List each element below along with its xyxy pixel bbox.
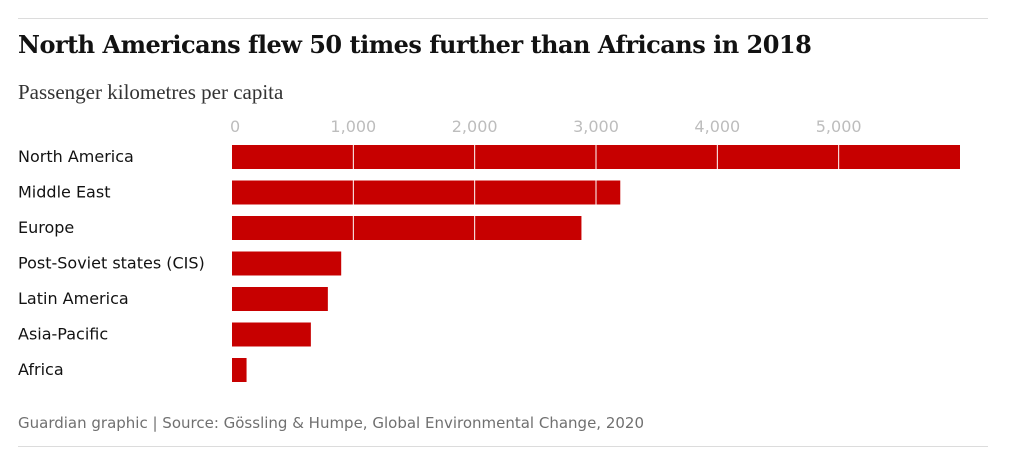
- category-label: Europe: [18, 218, 74, 237]
- bar: [232, 216, 582, 240]
- gridlines: [352, 143, 840, 384]
- bottom-rule: [18, 446, 988, 447]
- x-tick-label: 4,000: [694, 117, 740, 136]
- x-axis-ticks: 0 1,000 2,000 3,000 4,000 5,000: [230, 117, 862, 136]
- bar: [232, 358, 247, 382]
- bar: [232, 251, 342, 276]
- category-label: Asia-Pacific: [18, 325, 108, 344]
- category-label: Latin America: [18, 289, 129, 308]
- category-label: North America: [18, 147, 134, 166]
- bar: [232, 287, 328, 311]
- x-tick-label: 2,000: [452, 117, 498, 136]
- category-labels: North America Middle East Europe Post-Sovie…: [18, 147, 205, 379]
- category-label: Africa: [18, 360, 64, 379]
- category-label: Post-Soviet states (CIS): [18, 254, 205, 273]
- x-tick-label: 1,000: [330, 117, 376, 136]
- source-note: Guardian graphic | Source: Gössling & Hu…: [18, 414, 645, 432]
- chart-subtitle: Passenger kilometres per capita: [18, 80, 284, 104]
- x-tick-label: 3,000: [573, 117, 619, 136]
- top-rule: [18, 18, 988, 19]
- x-tick-label: 0: [230, 117, 240, 136]
- category-label: Middle East: [18, 183, 110, 202]
- x-tick-label: 5,000: [816, 117, 862, 136]
- chart-title: North Americans flew 50 times further th…: [18, 30, 812, 59]
- bar: [232, 180, 621, 205]
- bar: [232, 322, 311, 347]
